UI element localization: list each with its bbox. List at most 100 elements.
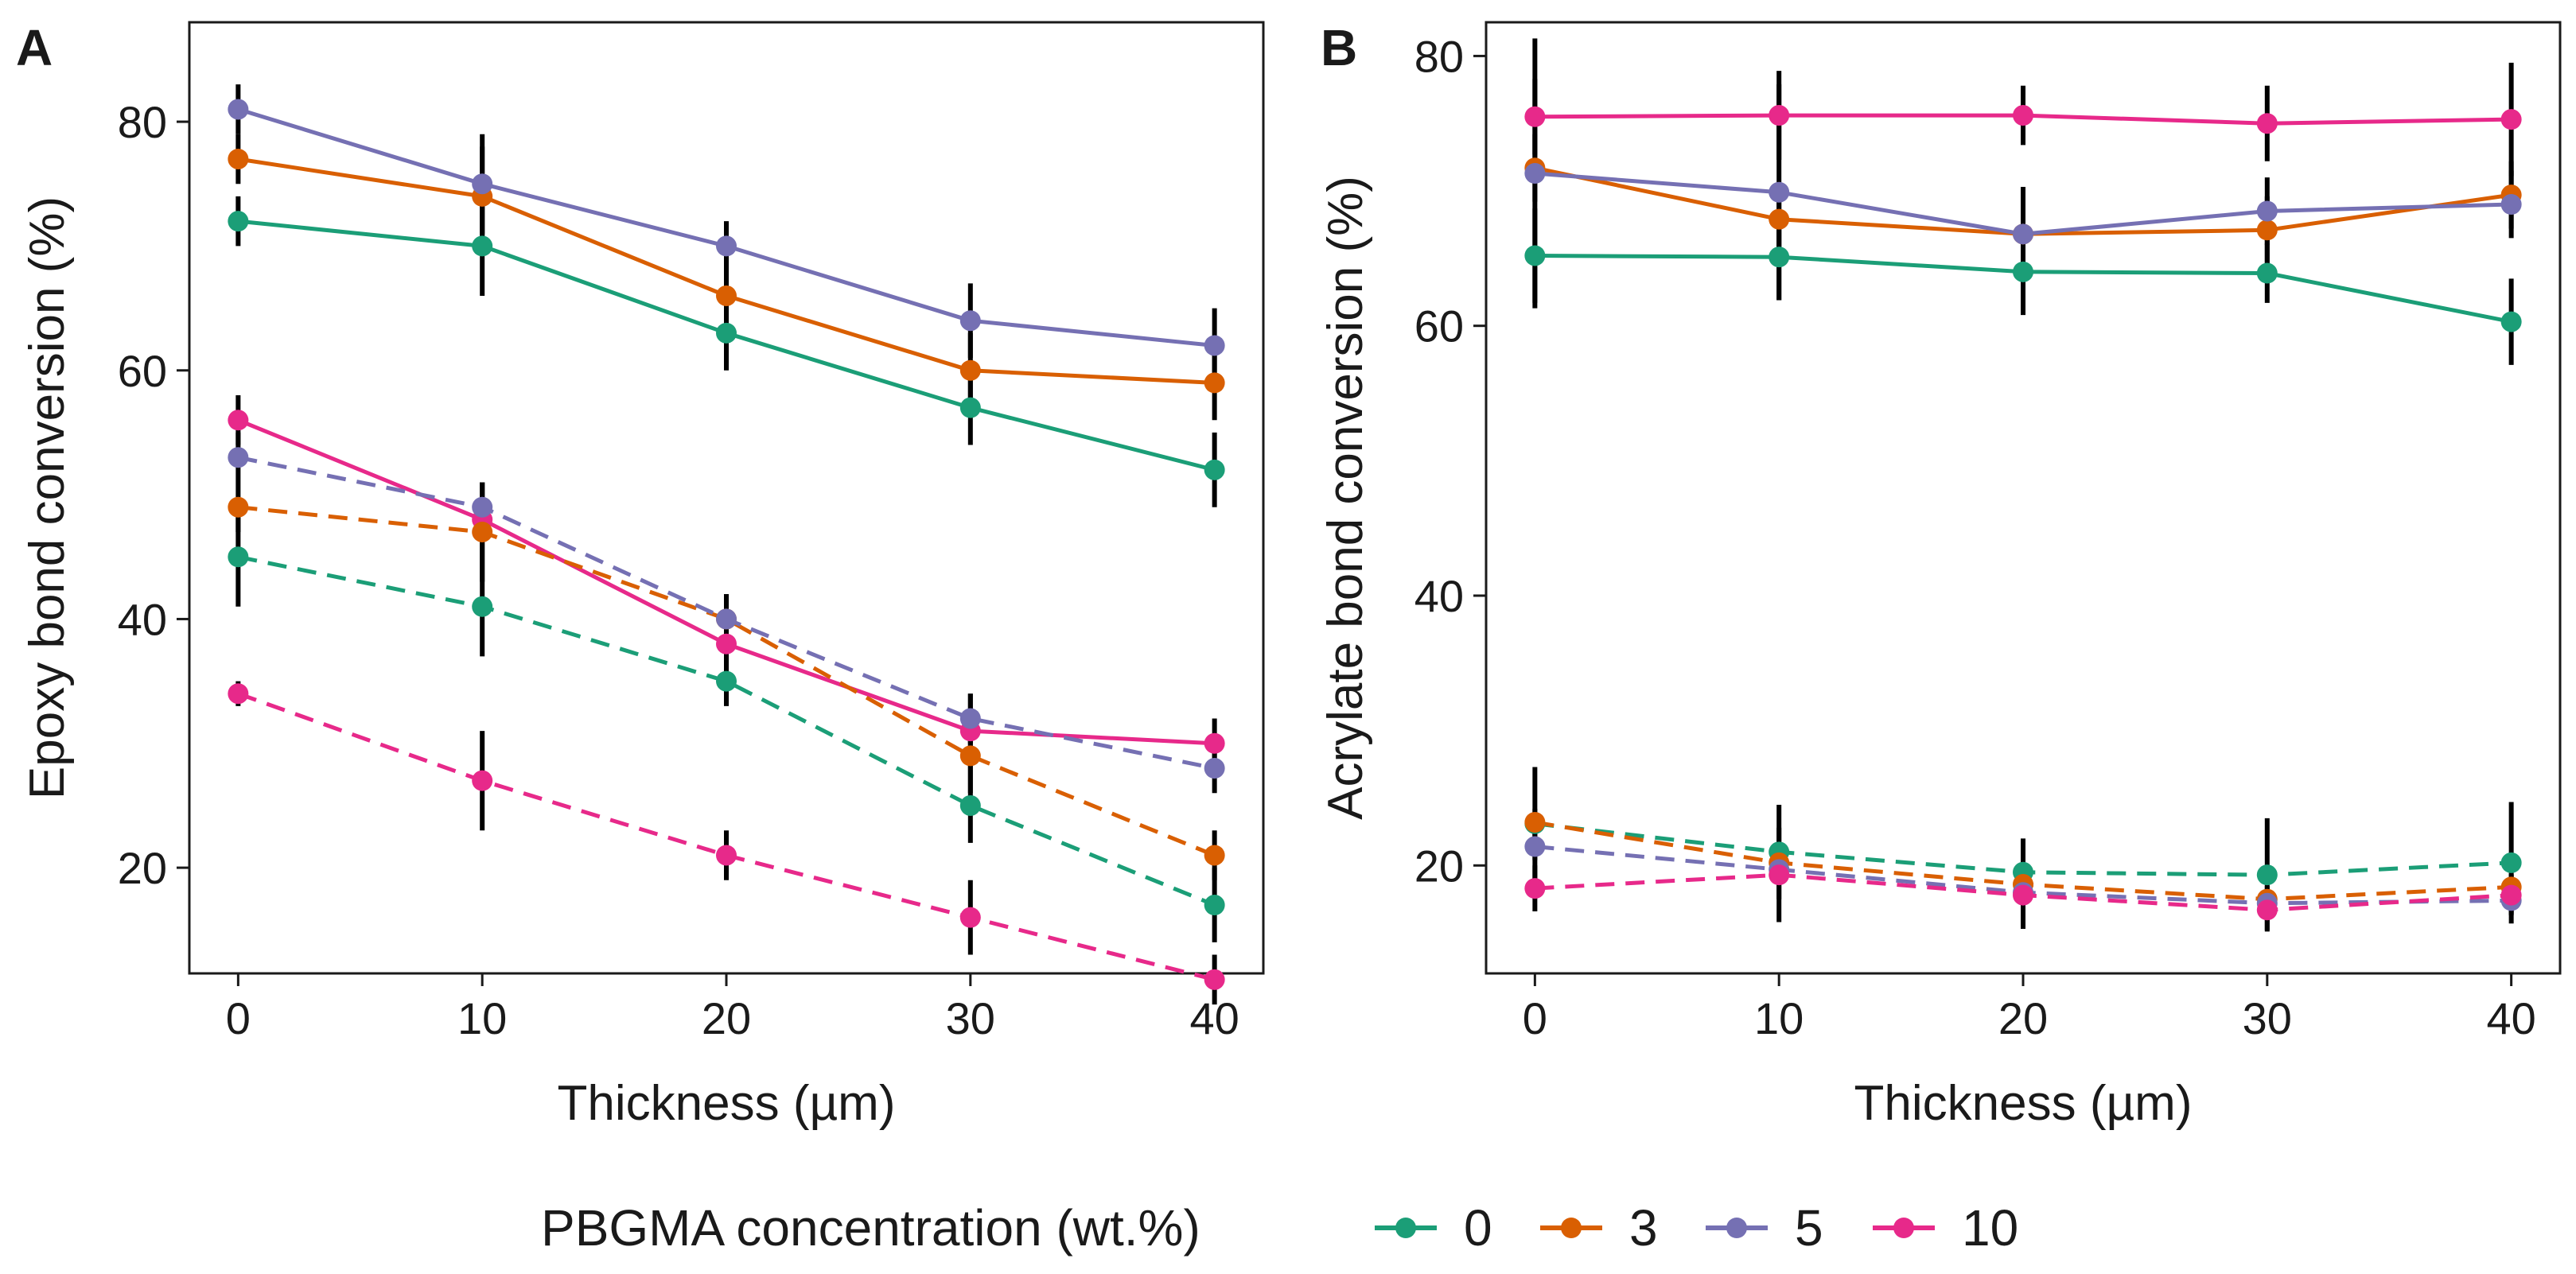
data-point-dashed-0 [1204, 895, 1225, 916]
data-point-solid-5 [1524, 163, 1546, 184]
y-tick-label: 20 [1414, 841, 1464, 891]
data-point-solid-5 [2500, 194, 2522, 216]
legend-item-label: 10 [1962, 1199, 2018, 1257]
data-point-dashed-10 [2013, 884, 2033, 906]
x-tick-label: 0 [226, 993, 251, 1043]
legend: PBGMA concentration (wt.%) 0 3 5 10 [541, 1199, 2018, 1257]
data-point-solid-10 [1204, 732, 1225, 754]
data-point-dashed-3 [472, 521, 493, 542]
legend-item-10: 10 [1873, 1199, 2018, 1257]
data-point-solid-0 [716, 322, 737, 344]
data-point-solid-10 [1769, 105, 1790, 126]
data-point-solid-5 [1769, 181, 1790, 203]
data-point-solid-3 [1769, 208, 1790, 230]
panel-a-y-ticks: 20 40 60 80 [118, 97, 189, 893]
data-point-dashed-0 [716, 670, 737, 692]
data-point-dashed-10 [959, 907, 981, 928]
panel-a-x-axis-title: Thickness (µm) [558, 1076, 896, 1131]
x-tick-label: 0 [1523, 993, 1547, 1043]
data-point-dashed-10 [472, 770, 493, 791]
data-point-solid-10 [2256, 113, 2278, 134]
data-point-dashed-0 [228, 546, 249, 568]
data-point-solid-0 [472, 235, 493, 257]
series-line-dashed-0 [237, 554, 1216, 907]
x-tick-label: 30 [2243, 993, 2292, 1043]
data-point-solid-0 [1769, 247, 1790, 268]
data-point-dashed-0 [959, 794, 981, 816]
legend-item-label: 5 [1795, 1199, 1823, 1257]
data-point-solid-10 [228, 410, 249, 431]
y-tick-label: 80 [1414, 31, 1464, 81]
y-tick-label: 60 [118, 346, 167, 396]
panel-a-letter: A [16, 19, 53, 76]
y-tick-label: 20 [118, 843, 167, 893]
data-point-dashed-0 [472, 596, 493, 617]
x-tick-label: 30 [946, 993, 995, 1043]
legend-title: PBGMA concentration (wt.%) [541, 1199, 1200, 1257]
data-point-dashed-3 [959, 745, 981, 767]
legend-key-dot [1395, 1218, 1416, 1238]
data-point-dashed-3 [1524, 811, 1546, 833]
y-tick-label: 60 [1414, 301, 1464, 352]
data-point-solid-10 [716, 633, 737, 654]
data-point-dashed-5 [228, 447, 249, 468]
data-point-dashed-3 [1204, 845, 1225, 866]
data-point-solid-5 [2256, 200, 2278, 222]
data-point-dashed-5 [1204, 758, 1225, 779]
data-point-solid-5 [716, 235, 737, 257]
legend-item-0: 0 [1375, 1199, 1492, 1257]
data-point-solid-0 [959, 397, 981, 418]
data-point-dashed-10 [716, 845, 737, 866]
data-point-solid-3 [1204, 372, 1225, 394]
x-tick-label: 20 [702, 993, 751, 1043]
y-tick-label: 80 [118, 97, 167, 147]
panel-b-points [1524, 105, 2522, 921]
panel-b-y-axis-title: Acrylate bond conversion (%) [1318, 176, 1373, 820]
data-point-solid-0 [1524, 245, 1546, 266]
panel-b-letter: B [1321, 19, 1357, 76]
panel-b-error-bars [1532, 38, 2514, 932]
panel-b-x-ticks: 0 10 20 30 40 [1523, 973, 2536, 1043]
legend-item-label: 0 [1464, 1199, 1492, 1257]
data-point-solid-3 [228, 148, 249, 169]
data-point-dashed-3 [228, 496, 249, 518]
x-tick-label: 10 [1754, 993, 1804, 1043]
data-point-solid-0 [228, 211, 249, 232]
data-point-dashed-5 [716, 608, 737, 630]
data-point-dashed-5 [1524, 836, 1546, 857]
y-tick-label: 40 [118, 594, 167, 644]
data-point-dashed-10 [2256, 899, 2278, 921]
legend-keys: 0 3 5 10 [1375, 1199, 2018, 1257]
panel-a: A 0 10 20 30 40 20 40 60 80 Thickness (µm) Epox… [16, 19, 1265, 1131]
legend-item-5: 5 [1706, 1199, 1823, 1257]
series-line-dashed-3 [238, 505, 1216, 857]
legend-key-dot [1893, 1218, 1914, 1238]
panel-b-y-ticks: 20 40 60 80 [1414, 31, 1486, 891]
data-point-dashed-10 [1204, 969, 1225, 990]
x-tick-label: 10 [457, 993, 507, 1043]
panel-b-frame [1485, 21, 2562, 975]
data-point-dashed-5 [959, 708, 981, 729]
data-point-solid-0 [1204, 459, 1225, 480]
data-point-dashed-0 [2256, 864, 2278, 886]
panel-a-points [228, 99, 1225, 990]
panel-b-x-axis-title: Thickness (µm) [1854, 1076, 2193, 1131]
data-point-solid-5 [2013, 223, 2033, 245]
data-point-dashed-10 [1524, 878, 1546, 899]
data-point-solid-5 [1204, 335, 1225, 356]
panel-a-error-bars [235, 84, 1217, 1005]
data-point-solid-0 [2256, 262, 2278, 284]
data-point-solid-3 [959, 359, 981, 381]
data-point-solid-10 [2013, 105, 2033, 126]
legend-key-dot [1726, 1218, 1747, 1238]
panel-a-x-ticks: 0 10 20 30 40 [226, 973, 1239, 1043]
data-point-solid-5 [228, 99, 249, 120]
panel-a-y-axis-title: Epoxy bond conversion (%) [20, 196, 75, 799]
x-tick-label: 40 [2486, 993, 2535, 1043]
panel-b: B 0 10 20 30 40 20 40 60 80 Thickness (µm) Acry… [1318, 19, 2562, 1131]
data-point-dashed-10 [1769, 864, 1790, 886]
legend-item-3: 3 [1540, 1199, 1658, 1257]
data-point-dashed-5 [472, 496, 493, 518]
data-point-dashed-10 [2500, 884, 2522, 906]
